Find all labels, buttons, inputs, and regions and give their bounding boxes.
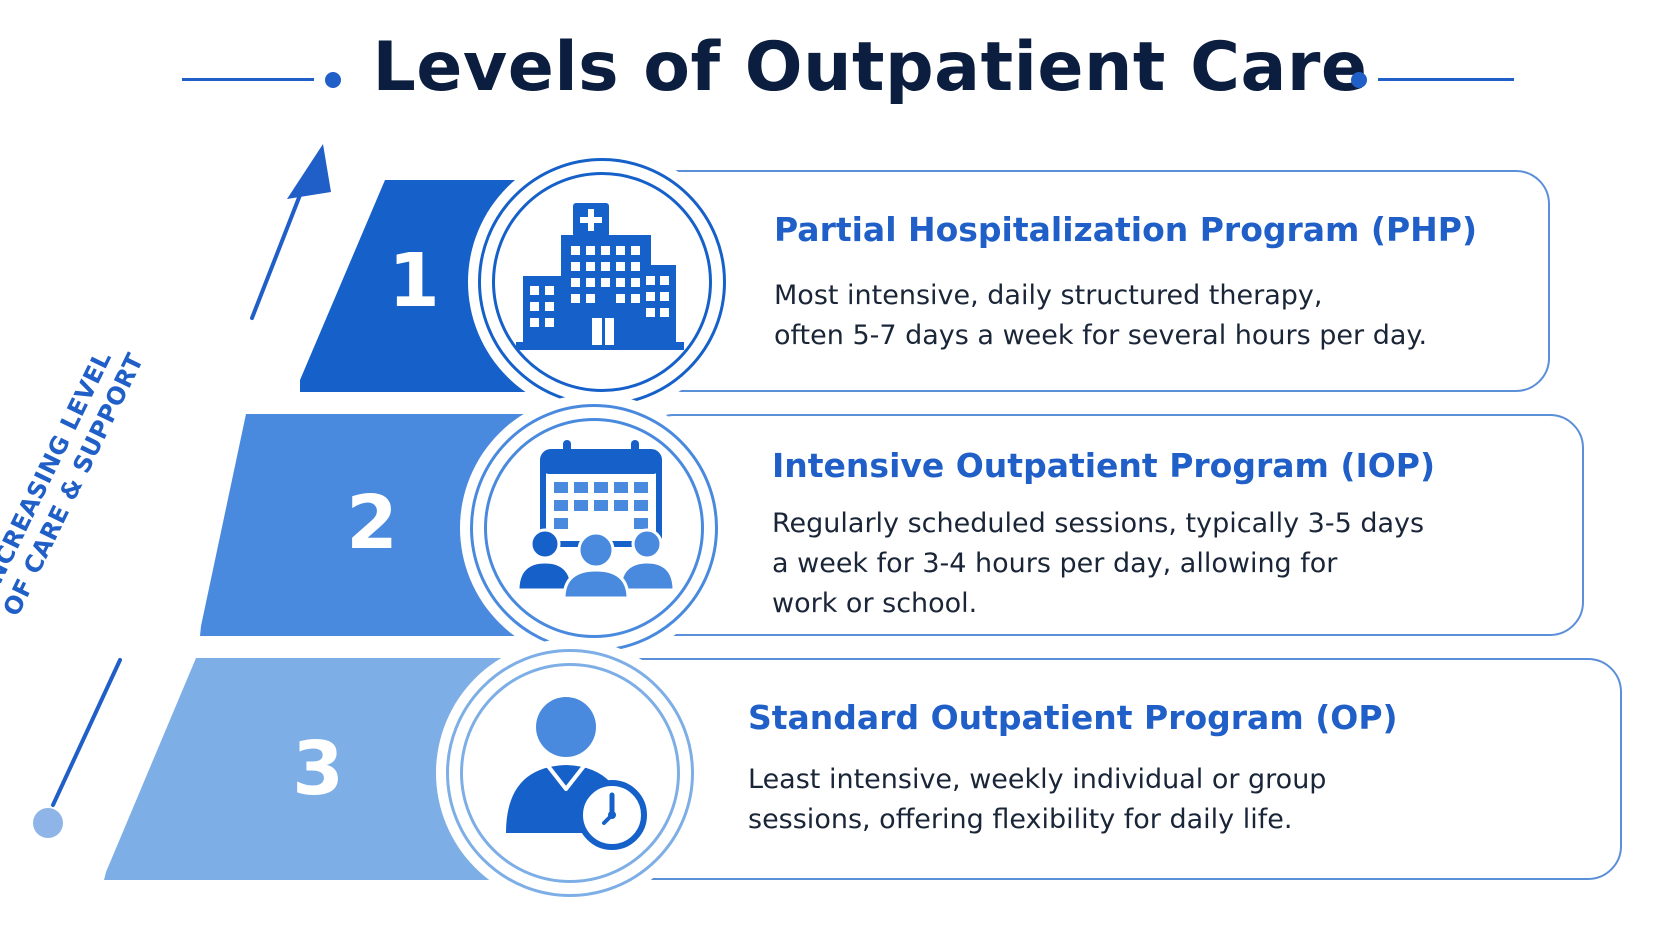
title-dot-right: [1351, 72, 1367, 88]
level-1-number: 1: [388, 238, 440, 324]
level-2-title: Intensive Outpatient Program (IOP): [772, 446, 1436, 485]
level-3-description-line-1: Least intensive, weekly individual or gr…: [748, 764, 1327, 795]
level-1-card: Partial Hospitalization Program (PHP) Mo…: [630, 170, 1550, 392]
arrow-shaft-upper: [250, 193, 302, 320]
arrow-base-dot: [33, 808, 63, 838]
level-2-icon-circle: [470, 404, 718, 652]
title-line-right: [1378, 78, 1514, 81]
level-2-number: 2: [346, 480, 398, 566]
title-dot-left: [325, 72, 341, 88]
level-2-description-line-2: a week for 3-4 hours per day, allowing f…: [772, 548, 1338, 579]
level-1-description-line-1: Most intensive, daily structured therapy…: [774, 280, 1323, 311]
level-2-description: Regularly scheduled sessions, typically …: [772, 504, 1424, 624]
arrow-shaft-lower: [51, 658, 122, 807]
stair-level-3: [104, 658, 520, 880]
level-1-description-line-2: often 5-7 days a week for several hours …: [774, 320, 1428, 351]
title-line-left: [182, 78, 314, 81]
person-clock-icon: [506, 697, 647, 850]
stair-level-2: [200, 414, 560, 636]
arrow-head: [287, 144, 331, 199]
level-3-title: Standard Outpatient Program (OP): [748, 698, 1398, 737]
level-2-description-line-3: work or school.: [772, 588, 978, 619]
page-title: Levels of Outpatient Care: [372, 28, 1368, 107]
calendar-group-icon: [516, 440, 676, 600]
level-1-icon-circle: [478, 158, 726, 406]
level-3-description: Least intensive, weekly individual or gr…: [748, 760, 1326, 840]
level-3-card: Standard Outpatient Program (OP) Least i…: [600, 658, 1622, 880]
level-1-title: Partial Hospitalization Program (PHP): [774, 210, 1478, 249]
level-3-icon-circle: [446, 649, 694, 897]
level-3-description-line-2: sessions, offering flexibility for daily…: [748, 804, 1293, 835]
level-1-description: Most intensive, daily structured therapy…: [774, 276, 1427, 356]
hospital-building-icon: [516, 203, 684, 350]
level-3-number: 3: [292, 726, 344, 812]
level-2-card: Intensive Outpatient Program (IOP) Regul…: [640, 414, 1584, 636]
level-2-description-line-1: Regularly scheduled sessions, typically …: [772, 508, 1425, 539]
